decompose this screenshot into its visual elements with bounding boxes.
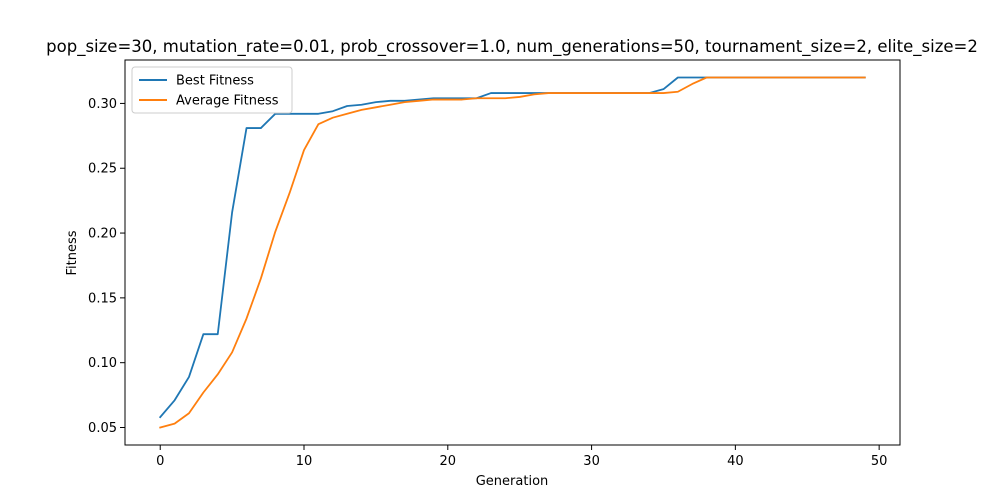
x-axis: 0 10 20 30 40 50 (156, 445, 887, 469)
y-tick-label: 0.25 (88, 162, 117, 177)
plot-area (124, 59, 901, 446)
x-tick-label: 10 (296, 454, 313, 469)
y-tick-label: 0.10 (88, 356, 117, 371)
x-tick-label: 30 (583, 454, 600, 469)
legend: Best Fitness Average Fitness (131, 66, 293, 114)
chart-title: pop_size=30, mutation_rate=0.01, prob_cr… (46, 37, 978, 57)
y-axis: 0.05 0.10 0.15 0.20 0.25 0.30 (88, 97, 125, 436)
y-tick-label: 0.20 (88, 227, 117, 242)
series-line-average-fitness (159, 76, 866, 429)
x-tick-label: 50 (871, 454, 888, 469)
y-tick-label: 0.15 (88, 291, 117, 306)
x-axis-title: Generation (476, 474, 549, 489)
x-tick-label: 40 (727, 454, 744, 469)
legend-box (131, 66, 293, 114)
plot-frame (124, 59, 901, 446)
y-tick-label: 0.30 (88, 97, 117, 112)
y-axis-title: Fitness (65, 230, 80, 275)
legend-label-best-fitness: Best Fitness (176, 74, 254, 89)
x-tick-label: 0 (156, 454, 164, 469)
y-tick-label: 0.05 (88, 421, 117, 436)
x-tick-label: 20 (440, 454, 457, 469)
legend-label-average-fitness: Average Fitness (176, 94, 279, 109)
plot-background (125, 60, 900, 445)
series-layer (158, 76, 866, 429)
